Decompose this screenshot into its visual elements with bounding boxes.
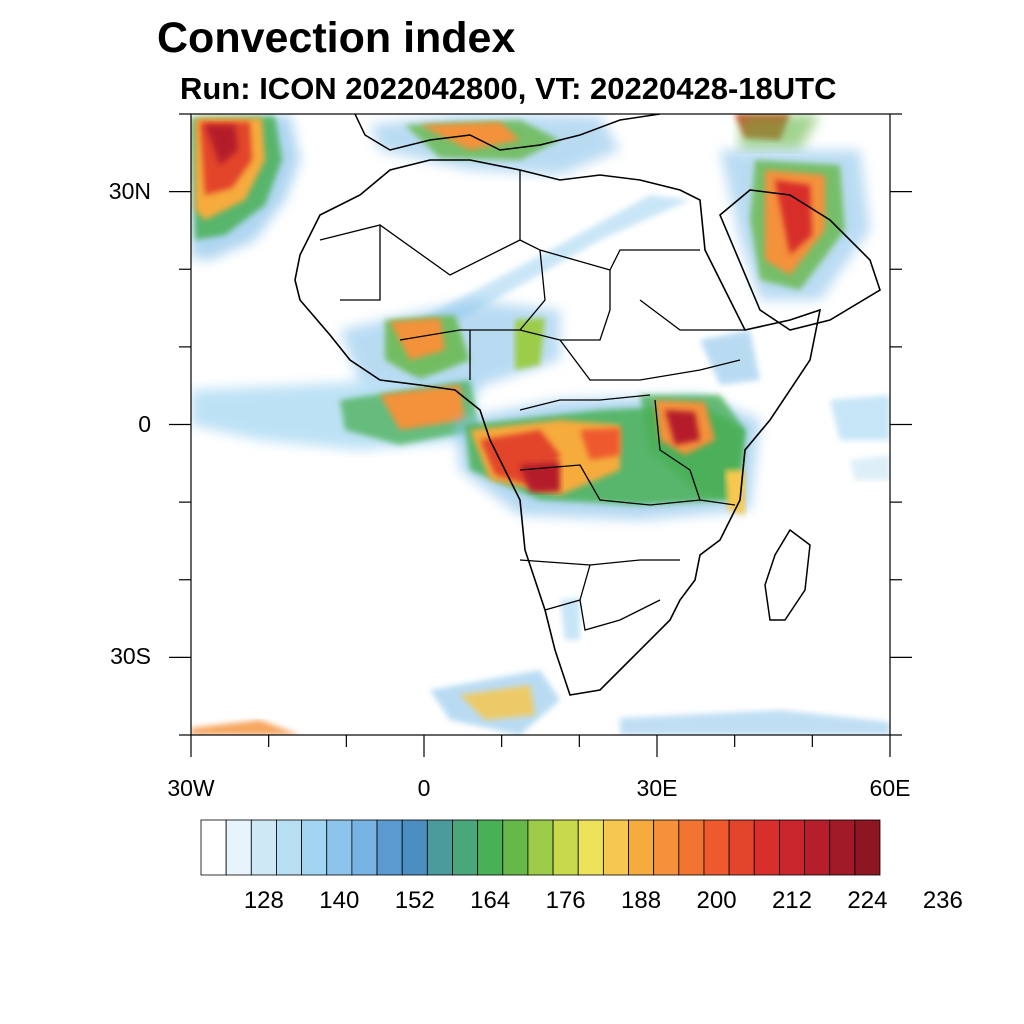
lon-label: 60E bbox=[869, 775, 911, 801]
lat-label: 0 bbox=[138, 410, 151, 437]
convection-southern-ocean bbox=[191, 598, 890, 735]
colorbar-box bbox=[477, 819, 504, 876]
colorbar-box bbox=[401, 819, 428, 876]
colorbar-box bbox=[276, 819, 302, 876]
colorbar-box bbox=[502, 819, 529, 876]
lat-label: 30N bbox=[108, 177, 151, 204]
colorbar-box bbox=[250, 819, 277, 876]
colorbar-label: 176 bbox=[545, 887, 586, 914]
convection-north-atlantic bbox=[191, 114, 300, 260]
colorbar-label: 164 bbox=[470, 887, 511, 914]
lon-label: 30W bbox=[167, 775, 215, 801]
colorbar-box bbox=[376, 819, 403, 876]
europe-coastline bbox=[354, 114, 661, 151]
colorbar-box bbox=[225, 819, 252, 876]
convection-sahara-streak bbox=[420, 195, 690, 320]
colorbar-box bbox=[326, 819, 353, 876]
convection-mediterranean bbox=[370, 114, 820, 175]
colorbar bbox=[200, 819, 881, 876]
colorbar-box bbox=[301, 819, 328, 876]
colorbar-box bbox=[628, 819, 655, 876]
run-subtitle: Run: ICON 2022042800, VT: 20220428-18UTC bbox=[180, 71, 837, 106]
colorbar-label: 212 bbox=[771, 887, 812, 914]
convection-gulf-of-guinea bbox=[191, 380, 480, 450]
convection-middle-east bbox=[720, 150, 870, 300]
colorbar-box bbox=[552, 819, 579, 876]
arabia-coastline bbox=[719, 189, 881, 331]
colorbar-label: 236 bbox=[922, 887, 963, 914]
colorbar-box bbox=[753, 819, 780, 876]
colorbar-box bbox=[854, 819, 881, 876]
convection-west-africa bbox=[340, 300, 560, 390]
colorbar-box bbox=[653, 819, 680, 876]
colorbar-box bbox=[728, 819, 755, 876]
colorbar-label: 188 bbox=[621, 887, 662, 914]
africa-coastline bbox=[294, 159, 822, 696]
colorbar-label: 128 bbox=[243, 887, 284, 914]
colorbar-box bbox=[829, 819, 856, 876]
lon-label: 0 bbox=[417, 775, 431, 801]
colorbar-label: 224 bbox=[847, 887, 888, 914]
colorbar-label: 152 bbox=[394, 887, 435, 914]
colorbar-box bbox=[678, 819, 705, 876]
lat-label: 30S bbox=[110, 643, 151, 670]
colorbar-box bbox=[577, 819, 604, 876]
axis-ticks bbox=[169, 113, 912, 757]
convection-field bbox=[191, 114, 890, 735]
page-title: Convection index bbox=[157, 14, 516, 62]
colorbar-box bbox=[602, 819, 629, 876]
country-borders bbox=[319, 170, 745, 631]
colorbar-box bbox=[351, 819, 378, 876]
colorbar-box bbox=[779, 819, 805, 876]
convection-indian-ocean bbox=[830, 395, 890, 480]
colorbar-box bbox=[703, 819, 730, 876]
colorbar-box bbox=[527, 819, 554, 876]
convection-east-africa bbox=[640, 330, 760, 515]
lon-label: 30E bbox=[636, 775, 678, 801]
colorbar-box bbox=[452, 819, 479, 876]
colorbar-label: 140 bbox=[319, 887, 360, 914]
colorbar-box bbox=[804, 819, 831, 876]
colorbar-box bbox=[200, 819, 227, 876]
madagascar-coastline bbox=[764, 528, 811, 621]
colorbar-label: 200 bbox=[696, 887, 737, 914]
colorbar-box bbox=[426, 819, 453, 876]
